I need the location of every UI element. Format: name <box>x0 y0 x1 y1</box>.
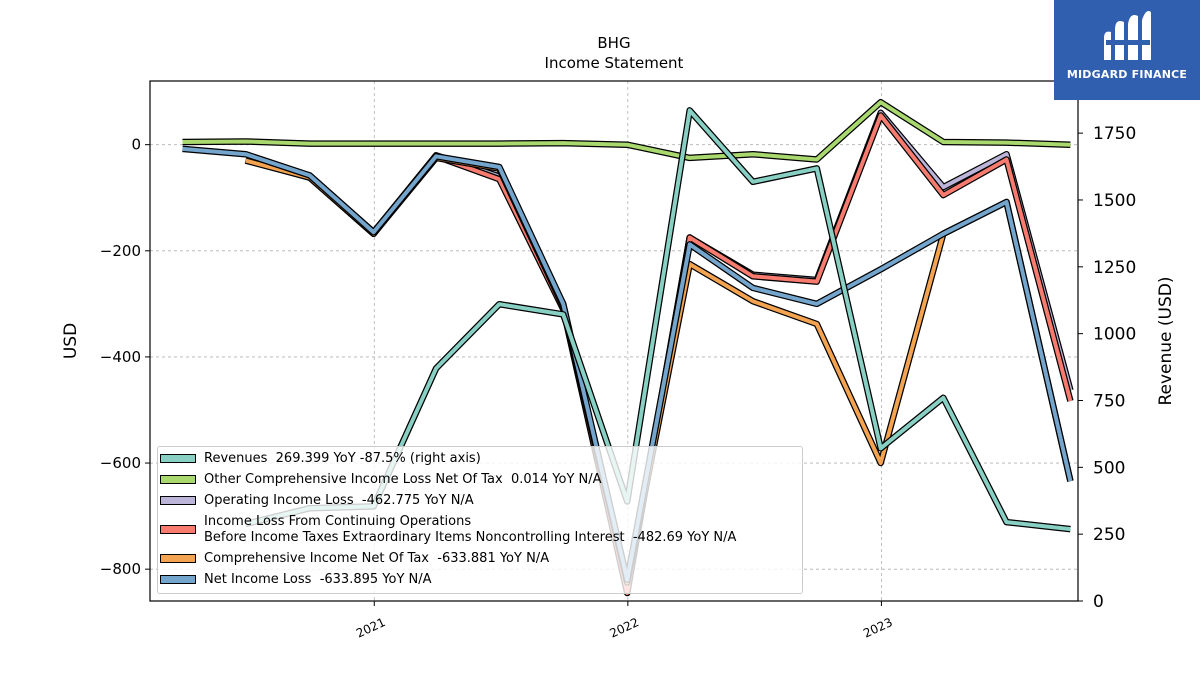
logo-text: MIDGARD FINANCE <box>1066 68 1188 81</box>
chart-legend: Revenues 269.399 YoY -87.5% (right axis)… <box>157 446 803 594</box>
y-right-tick-label: 500 <box>1093 458 1125 478</box>
chart-subtitle: Income Statement <box>545 54 684 72</box>
legend-swatch <box>160 496 196 505</box>
y-axis-label: USD <box>61 323 81 359</box>
x-tick-label: 2022 <box>608 615 642 641</box>
x-tick-label: 2021 <box>354 615 388 641</box>
y-right-tick-label: 0 <box>1093 592 1104 612</box>
y-tick-label: 0 <box>131 136 141 154</box>
legend-swatch <box>160 575 196 584</box>
y-tick-label: −600 <box>100 454 141 472</box>
legend-swatch <box>160 554 196 563</box>
chart-title: BHG <box>597 34 630 52</box>
y-right-tick-label: 1000 <box>1093 325 1136 345</box>
legend-label: Net Income Loss -633.895 YoY N/A <box>204 572 432 587</box>
legend-swatch <box>160 525 196 534</box>
legend-swatch <box>160 475 196 484</box>
y-tick-label: −200 <box>100 242 141 260</box>
y-axis-right-label: Revenue (USD) <box>1156 276 1176 405</box>
midgard-finance-logo: MIDGARD FINANCE <box>1054 0 1200 100</box>
legend-label: Comprehensive Income Net Of Tax -633.881… <box>204 551 550 566</box>
y-tick-label: −400 <box>100 348 141 366</box>
x-tick-label: 2023 <box>861 615 895 641</box>
legend-label: Other Comprehensive Income Loss Net Of T… <box>204 472 602 487</box>
legend-swatch <box>160 454 196 463</box>
series-line-stroke <box>182 100 1071 162</box>
series-layer <box>182 98 1074 597</box>
legend-label: Operating Income Loss -462.775 YoY N/A <box>204 493 474 508</box>
y-tick-label: −800 <box>100 560 141 578</box>
y-right-tick-label: 1750 <box>1093 124 1136 144</box>
legend-label: Revenues 269.399 YoY -87.5% (right axis) <box>204 451 481 466</box>
series-line-outline <box>182 98 1071 163</box>
plot-frame <box>149 80 1079 602</box>
series-line <box>182 98 1071 163</box>
y-right-tick-label: 250 <box>1093 525 1125 545</box>
logo-mark-icon <box>1104 11 1151 60</box>
legend-label: Income Loss From Continuing Operations B… <box>204 514 737 545</box>
y-right-tick-label: 750 <box>1093 391 1125 411</box>
y-right-tick-label: 1500 <box>1093 191 1136 211</box>
y-right-tick-label: 1250 <box>1093 258 1136 278</box>
